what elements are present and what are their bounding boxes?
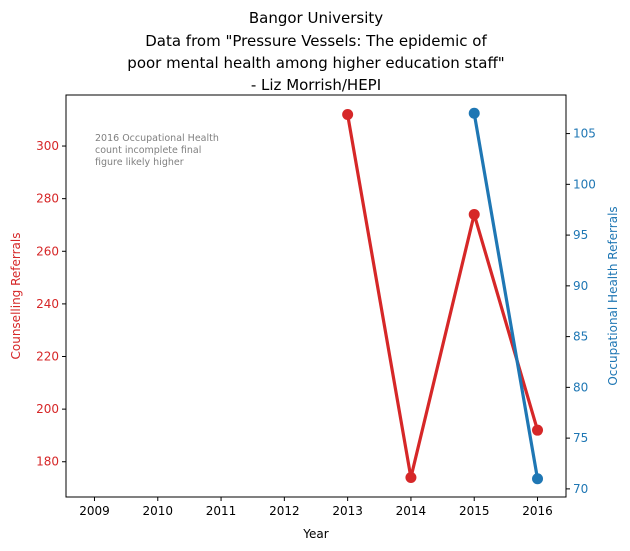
y-right-tick-label: 75 (573, 431, 588, 445)
y-left-tick-label: 260 (36, 244, 59, 258)
x-tick-label: 2011 (206, 504, 237, 518)
y-axis-left-label: Counselling Referrals (9, 233, 23, 360)
counselling-line (346, 112, 540, 480)
x-tick-label: 2013 (332, 504, 363, 518)
annotation-line-3: figure likely higher (95, 157, 184, 168)
x-tick-label: 2010 (142, 504, 173, 518)
y-axis-right-label: Occupational Health Referrals (606, 206, 620, 385)
y-axis-left: 180 200 220 240 260 280 300 (36, 139, 66, 469)
x-tick-label: 2014 (396, 504, 427, 518)
annotation-note: 2016 Occupational Health count incomplet… (95, 133, 219, 168)
title-line-3: poor mental health among higher educatio… (127, 54, 504, 72)
y-right-tick-label: 80 (573, 380, 588, 394)
counselling-point (405, 472, 417, 484)
y-left-tick-label: 200 (36, 402, 59, 416)
y-right-tick-label: 85 (573, 330, 588, 344)
y-axis-right: 70 75 80 85 90 95 100 105 (566, 127, 596, 496)
x-axis: 2009 2010 2011 2012 2013 2014 2015 2016 (79, 497, 553, 518)
y-left-tick-label: 180 (36, 455, 59, 469)
x-tick-label: 2009 (79, 504, 110, 518)
y-left-tick-label: 220 (36, 350, 59, 364)
y-right-tick-label: 95 (573, 228, 588, 242)
y-left-tick-label: 240 (36, 297, 59, 311)
title-line-1: Bangor University (249, 9, 383, 27)
x-tick-label: 2015 (459, 504, 490, 518)
y-right-tick-label: 90 (573, 279, 588, 293)
title-line-4: - Liz Morrish/HEPI (251, 76, 381, 94)
counselling-point (468, 208, 480, 220)
annotation-line-2: count incomplete final (95, 145, 201, 156)
chart-title: Bangor University Data from "Pressure Ve… (127, 9, 504, 94)
y-right-tick-label: 105 (573, 127, 596, 141)
occupational-health-point (532, 473, 544, 485)
counselling-point (532, 424, 544, 436)
occupational-health-point (468, 107, 480, 119)
series-layer (342, 107, 544, 485)
x-axis-label: Year (302, 527, 328, 541)
annotation-line-1: 2016 Occupational Health (95, 133, 219, 144)
y-left-tick-label: 280 (36, 192, 59, 206)
y-right-tick-label: 100 (573, 177, 596, 191)
title-line-2: Data from "Pressure Vessels: The epidemi… (145, 32, 487, 50)
counselling-point (342, 108, 354, 120)
x-tick-label: 2016 (522, 504, 553, 518)
y-left-tick-label: 300 (36, 139, 59, 153)
occupational-health-line (472, 111, 540, 481)
y-right-tick-label: 70 (573, 482, 588, 496)
plot-frame (65, 94, 567, 498)
x-tick-label: 2012 (269, 504, 300, 518)
